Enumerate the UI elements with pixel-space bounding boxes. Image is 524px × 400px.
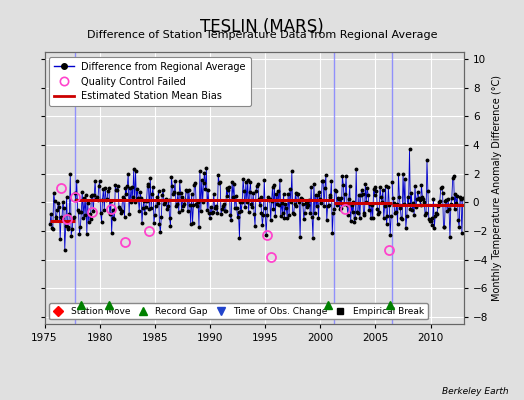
Text: Berkeley Earth: Berkeley Earth bbox=[442, 387, 508, 396]
Text: Difference of Station Temperature Data from Regional Average: Difference of Station Temperature Data f… bbox=[87, 30, 437, 40]
Text: TESLIN (MARS): TESLIN (MARS) bbox=[200, 18, 324, 36]
Legend: Station Move, Record Gap, Time of Obs. Change, Empirical Break: Station Move, Record Gap, Time of Obs. C… bbox=[49, 303, 428, 320]
Y-axis label: Monthly Temperature Anomaly Difference (°C): Monthly Temperature Anomaly Difference (… bbox=[493, 75, 503, 301]
